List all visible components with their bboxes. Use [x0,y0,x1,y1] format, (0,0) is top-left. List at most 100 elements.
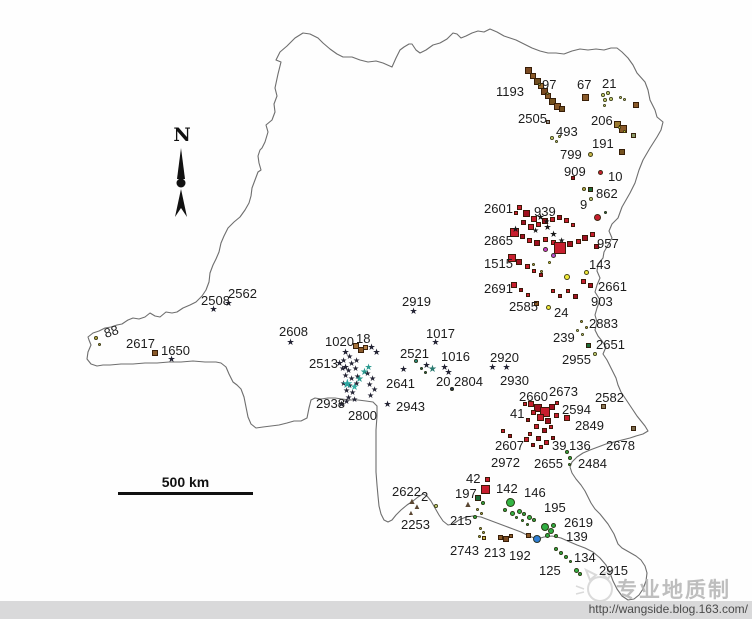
north-arrow-icon [175,148,187,217]
sample-label: 1515 [484,256,513,271]
circle-marker [603,98,607,102]
square-marker [600,403,606,409]
star-marker: ★ [335,357,344,368]
circle-marker [481,530,485,534]
sample-label: 2743 [450,543,479,558]
circle-marker [602,103,606,107]
sample-label: 903 [591,294,613,309]
sample-label: 10 [608,169,623,184]
square-marker [519,288,523,292]
star-marker: ★ [341,346,350,357]
circle-marker [478,526,482,530]
star-marker: ★ [440,361,449,372]
sample-label: 2678 [606,438,635,453]
sample-label: 2849 [575,418,604,433]
sample-label: 2253 [401,517,430,532]
sample-label: 142 [496,481,518,496]
square-marker [541,427,547,433]
circle-marker [564,274,570,280]
sample-label: 2484 [578,456,607,471]
circle-marker [554,139,558,143]
square-marker [362,344,368,350]
circle-marker [564,555,568,559]
circle-marker [473,515,477,519]
sample-label: 2938 [316,396,345,411]
sample-label: 2655 [534,456,563,471]
circle-marker [603,210,607,214]
sample-label: 97 [542,77,557,92]
sample-label: 957 [597,236,619,251]
circle-marker [575,328,579,332]
sample-label: 136 [569,438,591,453]
circle-marker [514,515,518,519]
square-marker [556,214,562,220]
sample-label: 1650 [161,343,190,358]
circle-marker [548,528,554,534]
circle-marker [583,269,589,275]
circle-marker [541,523,549,531]
square-marker [564,415,570,421]
star-marker: ★ [341,361,350,372]
square-marker [558,294,562,298]
square-marker [523,402,527,406]
sample-label: 1016 [441,349,470,364]
triangle-marker: ▲ [407,509,415,517]
square-marker [524,263,530,269]
square-marker [619,149,625,155]
sample-label: 2920 [490,350,519,365]
square-marker [503,536,509,542]
circle-marker [593,352,597,356]
square-marker [555,401,559,405]
circle-marker [580,332,584,336]
circle-marker [475,507,479,511]
sample-label: 862 [596,186,618,201]
sample-label: 2651 [596,337,625,352]
square-marker [549,425,553,429]
square-marker [585,342,591,348]
square-marker [567,241,573,247]
circle-marker [434,504,438,508]
sample-label: 2 [421,489,429,504]
circle-marker [509,510,515,516]
star-marker: ★ [422,359,431,370]
sample-label: 2673 [549,384,578,399]
square-marker [528,401,534,407]
square-marker [530,73,536,79]
circle-marker [547,260,551,264]
sample-label: 1017 [426,326,455,341]
star-marker: ★ [372,346,381,357]
sample-label: 2865 [484,233,513,248]
sample-label: 195 [544,500,566,515]
north-label: N [173,124,191,146]
sample-label: 18 [356,331,371,346]
circle-marker [609,97,613,101]
square-marker [520,219,526,225]
circle-marker [477,534,481,538]
square-marker [549,216,555,222]
star-marker: ★ [352,364,360,373]
circle-marker [567,462,571,466]
sample-label: 24 [554,305,569,320]
square-marker [542,236,548,242]
square-marker [546,120,550,124]
circle-marker [525,522,529,526]
square-marker [501,429,505,433]
square-marker [519,233,525,239]
sample-label: 2508 [201,293,230,308]
square-marker [536,413,544,421]
square-marker [563,217,569,223]
circle-marker [579,319,583,323]
sample-label: 2505 [518,111,547,126]
circle-marker [544,532,550,538]
square-marker [475,495,481,501]
square-marker [534,240,540,246]
square-marker [566,289,570,293]
star-marker: ★ [444,366,453,377]
square-marker [528,224,534,230]
star-marker: ★ [364,369,372,378]
circle-marker [554,534,558,538]
star-marker: ★ [399,363,408,374]
sample-label: 493 [556,124,578,139]
sample-label: 2617 [126,336,155,351]
circle-marker [97,342,101,346]
